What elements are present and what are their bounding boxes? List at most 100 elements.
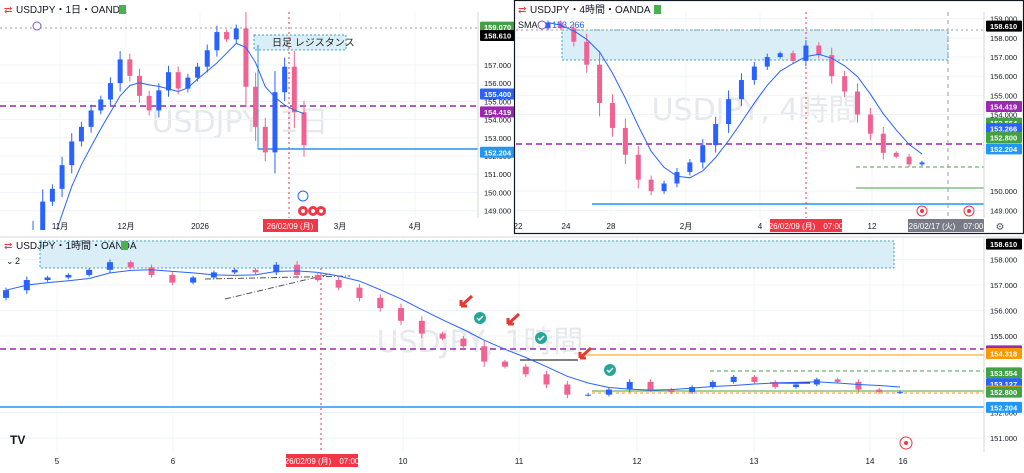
candle[interactable] <box>224 32 230 40</box>
price-tag[interactable] <box>986 20 1022 32</box>
candle[interactable] <box>501 361 508 367</box>
candle[interactable] <box>919 162 925 165</box>
symbol-title[interactable]: USDJPY・1日・OANDA <box>16 5 127 16</box>
candle[interactable] <box>252 269 259 273</box>
price-tag[interactable] <box>986 347 1022 359</box>
candle[interactable] <box>700 145 706 163</box>
candle[interactable] <box>661 183 667 192</box>
candle[interactable] <box>272 92 278 153</box>
indicators-collapse-toggle[interactable]: ⌄ <box>6 256 14 266</box>
price-tag[interactable] <box>480 106 516 118</box>
symbol-title-4h[interactable]: USDJPY・4時間・OANDA <box>530 4 651 16</box>
candle[interactable] <box>243 28 249 87</box>
indicator-dot[interactable] <box>32 21 42 31</box>
trendline-rising[interactable] <box>224 273 331 300</box>
candle[interactable] <box>377 297 384 309</box>
candle[interactable] <box>597 64 603 104</box>
candle[interactable] <box>816 45 822 56</box>
candle[interactable] <box>647 381 654 390</box>
candle[interactable] <box>166 72 172 91</box>
candle[interactable] <box>668 389 675 393</box>
candle[interactable] <box>3 290 9 298</box>
resistance-zone-box-4h[interactable] <box>561 29 949 61</box>
candle[interactable] <box>622 127 628 155</box>
candle[interactable] <box>626 381 633 390</box>
candle[interactable] <box>418 320 425 334</box>
candle[interactable] <box>543 374 550 385</box>
candle[interactable] <box>439 333 446 339</box>
candle[interactable] <box>893 152 899 157</box>
candle[interactable] <box>906 156 912 165</box>
candle[interactable] <box>764 57 770 67</box>
candle[interactable] <box>59 165 65 189</box>
candle[interactable] <box>127 262 134 268</box>
candle[interactable] <box>314 274 321 281</box>
price-tag[interactable] <box>480 146 516 158</box>
candle[interactable] <box>584 41 590 65</box>
flag-icon-4h[interactable] <box>654 5 661 14</box>
candle[interactable] <box>291 66 297 113</box>
candle[interactable] <box>855 91 861 115</box>
flag-icon[interactable] <box>119 5 126 14</box>
candle[interactable] <box>294 264 301 275</box>
candle[interactable] <box>233 28 239 40</box>
candle[interactable] <box>106 262 113 270</box>
candle[interactable] <box>44 277 51 281</box>
candle[interactable] <box>564 384 571 395</box>
candle[interactable] <box>730 376 737 382</box>
flag-icon-1h[interactable] <box>121 241 128 250</box>
candle[interactable] <box>609 103 615 128</box>
candle[interactable] <box>829 55 835 77</box>
price-tag[interactable] <box>986 386 1022 398</box>
sma-label[interactable]: SMA <box>518 20 538 30</box>
time-axis-4h[interactable]: 22 24 28 2月 4 12 <box>514 222 877 231</box>
price-tag[interactable] <box>986 132 1022 144</box>
candle[interactable] <box>214 32 220 51</box>
candle[interactable] <box>635 154 641 180</box>
candle[interactable] <box>545 22 551 29</box>
panel-daily[interactable]: USDJPY, 1日 日足 レジスタンス ⇄ USDJPY・1日・OANDA 1… <box>0 0 516 363</box>
candle[interactable] <box>709 381 716 388</box>
candle[interactable] <box>282 66 288 93</box>
candle[interactable] <box>273 264 280 273</box>
candle[interactable] <box>834 379 841 382</box>
candle[interactable] <box>897 392 903 394</box>
symbol-title-1h[interactable]: USDJPY・1時間・OANDA <box>16 240 137 252</box>
resistance-zone-box[interactable] <box>253 34 347 51</box>
sell-arrow-icons[interactable] <box>459 294 593 360</box>
price-tag[interactable] <box>986 238 1022 250</box>
price-tag[interactable] <box>480 88 516 100</box>
settings-gear-icon[interactable]: ⚙ <box>996 222 1005 233</box>
candle[interactable] <box>169 274 176 283</box>
candle[interactable] <box>204 50 210 67</box>
candle[interactable] <box>687 162 693 173</box>
candle[interactable] <box>127 59 133 76</box>
candle[interactable] <box>148 267 155 275</box>
event-icons[interactable] <box>297 190 326 216</box>
candle[interactable] <box>398 308 405 321</box>
candle[interactable] <box>98 99 104 111</box>
trendline-flat[interactable] <box>204 275 351 280</box>
candle[interactable] <box>107 83 113 100</box>
candle[interactable] <box>481 346 488 362</box>
panel-4h[interactable]: USDJPY, 4時間 ⇄ USDJPY・4時間・OANDA SMA 153.2… <box>514 0 1024 236</box>
candle[interactable] <box>772 381 779 388</box>
candle[interactable] <box>262 126 268 153</box>
candle[interactable] <box>253 86 259 127</box>
candle[interactable] <box>231 269 238 273</box>
candle[interactable] <box>69 141 75 166</box>
candle[interactable] <box>689 387 696 393</box>
candle[interactable] <box>803 45 809 61</box>
candle[interactable] <box>790 53 796 61</box>
candle[interactable] <box>842 76 848 92</box>
candle[interactable] <box>648 179 654 192</box>
candle[interactable] <box>777 53 783 58</box>
candle[interactable] <box>49 188 55 202</box>
candle[interactable] <box>301 112 307 146</box>
price-tag[interactable] <box>986 401 1022 413</box>
candle[interactable] <box>571 28 577 42</box>
candle[interactable] <box>880 133 886 153</box>
time-axis-1h[interactable]: 5 6 10 11 12 13 14 16 <box>55 457 908 466</box>
candle[interactable] <box>738 80 744 100</box>
candle[interactable] <box>356 287 363 298</box>
